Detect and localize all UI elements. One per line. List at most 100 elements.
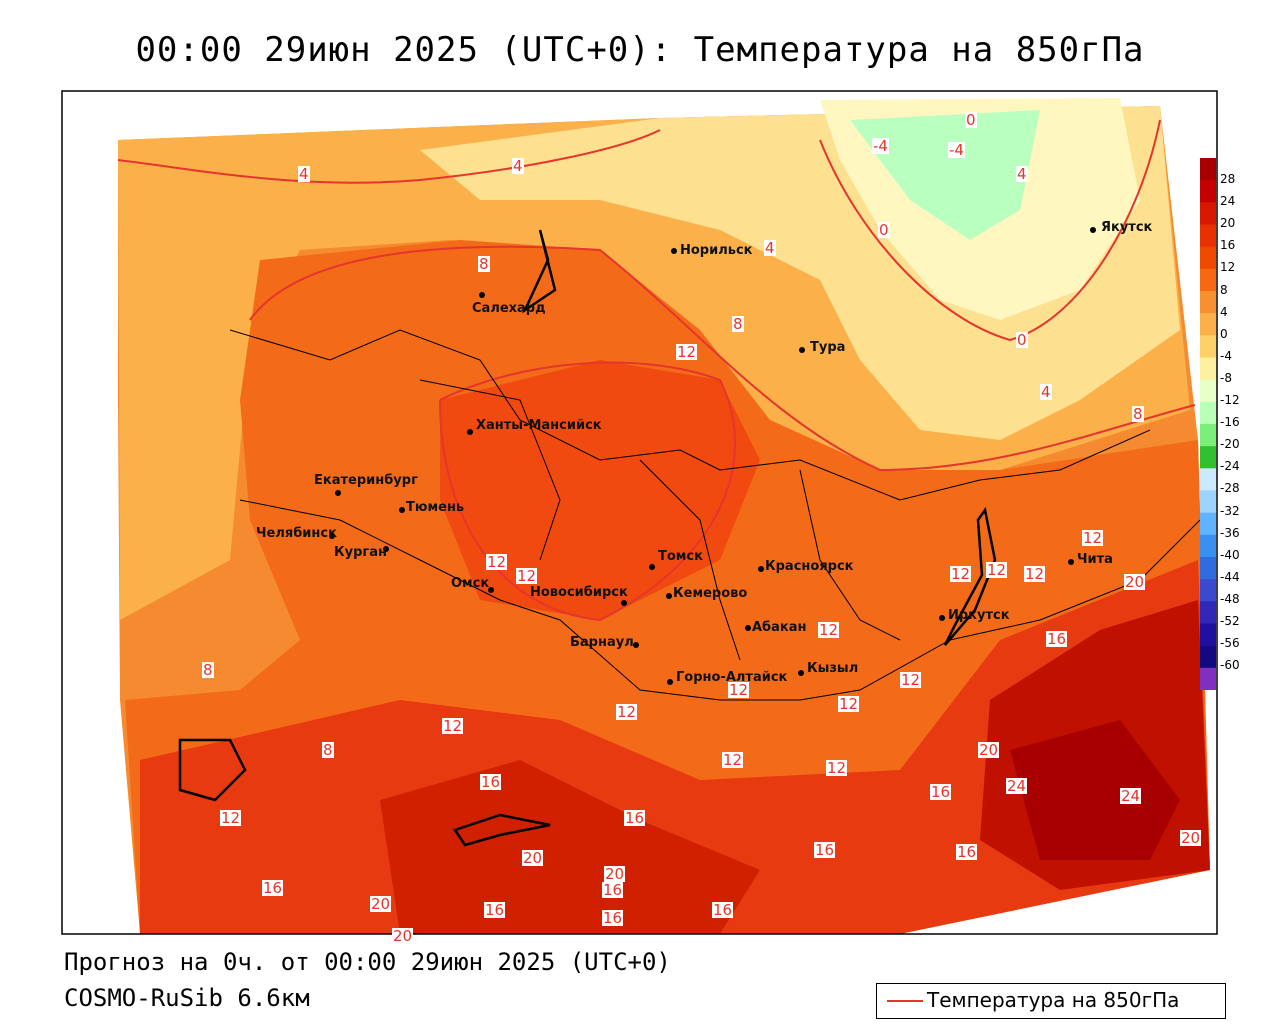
colorbar-tick-label: -16 [1220, 415, 1240, 430]
isotherm-value-label: 4 [1040, 383, 1052, 401]
colorbar-segment [1200, 313, 1216, 336]
colorbar-segment [1200, 246, 1216, 270]
city-marker [329, 533, 335, 539]
colorbar-tick-label: -60 [1220, 658, 1240, 673]
forecast-info: Прогноз на 0ч. от 00:00 29июн 2025 (UTC+… [64, 948, 671, 976]
isotherm-value-label: 8 [322, 741, 334, 759]
isotherm-value-label: 24 [1006, 777, 1028, 795]
colorbar-segment [1200, 468, 1216, 491]
border-line [239, 499, 1201, 701]
isotherm-value-label: 16 [624, 809, 646, 827]
isotherm-value-label: 24 [1120, 787, 1142, 805]
colorbar-tick-label: 12 [1220, 260, 1236, 275]
isotherm-value-label: 4 [298, 165, 310, 183]
isotherm-value-label: 20 [978, 741, 1000, 759]
city-label: Тюмень [406, 500, 465, 515]
colorbar-segment [1200, 180, 1216, 203]
isotherm-value-label: 12 [818, 621, 840, 639]
colorbar-segment [1200, 557, 1216, 580]
isotherm-value-label: 12 [900, 671, 922, 689]
city-marker [488, 587, 494, 593]
colorbar-segment [1200, 623, 1216, 647]
city-marker [939, 615, 945, 621]
isotherm-value-label: 8 [732, 315, 744, 333]
city-marker [633, 642, 639, 648]
legend-label: Температура на 850гПа [927, 988, 1180, 1012]
colorbar-tick-label: 20 [1220, 216, 1236, 231]
city-marker [467, 429, 473, 435]
isotherm-value-label: 4 [512, 157, 524, 175]
colorbar-tick-label: -44 [1220, 569, 1240, 584]
colorbar-segment [1200, 291, 1216, 314]
isotherm-value-label: 16 [602, 909, 624, 927]
city-label: Красноярск [765, 559, 854, 574]
city-marker [671, 248, 677, 254]
colorbar-segment [1200, 512, 1216, 536]
colorbar-segment [1200, 534, 1216, 558]
isotherm-0 [819, 119, 1161, 342]
border-line [419, 379, 561, 561]
isotherm-value-label: 16 [1046, 630, 1068, 648]
colorbar-tick-label: 8 [1220, 282, 1228, 297]
colorbar-segment [1200, 645, 1216, 669]
city-label: Екатеринбург [314, 473, 418, 488]
isotherm-value-label: 12 [616, 703, 638, 721]
colorbar-tick-label: -4 [1220, 348, 1232, 363]
city-label: Новосибирск [530, 585, 628, 600]
city-label: Тура [810, 340, 846, 355]
isotherm-value-label: 16 [262, 879, 284, 897]
city-label: Чита [1077, 552, 1113, 567]
isotherm-value-label: 20 [392, 927, 414, 945]
isotherm-value-label: 20 [370, 895, 392, 913]
isotherm-value-label: 0 [878, 221, 890, 239]
city-label: Норильск [680, 243, 753, 258]
isotherm-value-label: 4 [764, 239, 776, 257]
city-marker [621, 600, 627, 606]
city-marker [745, 625, 751, 631]
city-label: Барнаул [570, 635, 634, 650]
city-label: Абакан [752, 620, 807, 635]
colorbar-tick-label: 4 [1220, 304, 1228, 319]
border-line [799, 469, 901, 641]
isotherm-value-label: 8 [478, 255, 490, 273]
colorbar-tick-label: 16 [1220, 238, 1236, 253]
city-marker [383, 546, 389, 552]
isotherm-value-label: 16 [712, 901, 734, 919]
isotherm-8 [249, 245, 1196, 472]
zone-below-minus4 [850, 110, 1040, 240]
city-label: Салехард [472, 301, 546, 316]
isotherm-value-label: 4 [1016, 165, 1028, 183]
city-marker [479, 292, 485, 298]
colorbar-segment [1200, 158, 1216, 181]
city-marker [666, 593, 672, 599]
colorbar-tick-label: -28 [1220, 481, 1240, 496]
colorbar [1200, 158, 1216, 690]
isotherm-value-label: 20 [1180, 829, 1202, 847]
colorbar-segment [1200, 601, 1216, 624]
colorbar-segment [1200, 401, 1216, 425]
isotherm-value-label: 12 [1024, 565, 1046, 583]
city-marker [758, 566, 764, 572]
colorbar-tick-label: 28 [1220, 172, 1236, 186]
city-label: Омск [451, 576, 490, 591]
colorbar-segment [1200, 268, 1216, 292]
isotherm-value-label: 12 [950, 565, 972, 583]
city-label: Ханты-Мансийск [476, 418, 602, 433]
city-marker [1068, 559, 1074, 565]
isotherm-value-label: 16 [480, 773, 502, 791]
city-marker [399, 507, 405, 513]
isotherm-value-label: 12 [1082, 529, 1104, 547]
balkhash-lake [453, 813, 551, 847]
colorbar-segment [1200, 579, 1216, 602]
caspian-coast [178, 738, 247, 802]
colorbar-tick-label: -8 [1220, 370, 1232, 385]
city-label: Курган [334, 545, 387, 560]
zone-16 [440, 360, 760, 620]
isotherm-12 [439, 361, 736, 622]
ob-gulf [522, 229, 557, 314]
model-name: COSMO-RuSib 6.6км [64, 984, 310, 1012]
colorbar-segment [1200, 357, 1216, 381]
colorbar-segment [1200, 202, 1216, 225]
colorbar-tick-label: -24 [1220, 459, 1240, 474]
